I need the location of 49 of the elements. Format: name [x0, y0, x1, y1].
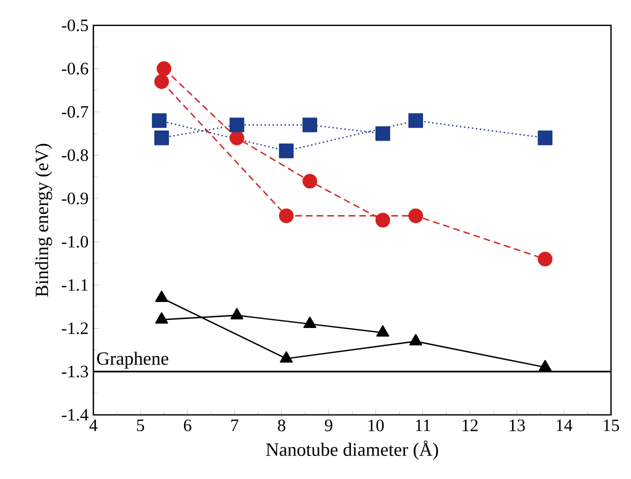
x-tick-label: 15 [604, 420, 619, 432]
point [303, 316, 316, 328]
y-tick-label: -1.1 [62, 279, 88, 291]
x-tick-label: 6 [184, 420, 192, 432]
point [230, 130, 244, 146]
point [154, 74, 169, 89]
x-tick-label: 5 [137, 420, 144, 432]
point [230, 118, 244, 132]
point [154, 130, 169, 146]
point [156, 61, 172, 76]
x-tick-label: 11 [416, 420, 430, 432]
point [375, 126, 390, 141]
x-tick-label: 10 [368, 420, 384, 432]
y-tick-label: -0.6 [62, 62, 88, 75]
x-axis-title: Nanotube diameter (Å) [266, 440, 438, 460]
y-tick-label: -0.9 [62, 192, 88, 204]
y-axis-title: Binding energy (eV) [35, 144, 52, 297]
x-tick-label: 9 [324, 420, 332, 432]
y-tick-label: -0.5 [62, 20, 88, 32]
point [375, 212, 390, 228]
x-tick-label: 14 [556, 420, 572, 432]
point [152, 113, 167, 128]
point [538, 360, 552, 372]
x-tick-label: 7 [231, 420, 238, 431]
x-tick-label: 8 [278, 420, 286, 432]
y-tick-label: -1.3 [62, 366, 88, 378]
y-tick-label: -0.7 [62, 106, 88, 118]
point [302, 118, 318, 132]
point [278, 208, 294, 224]
point [155, 312, 168, 324]
point [230, 308, 244, 320]
point [155, 290, 168, 302]
point [278, 144, 294, 158]
y-tick-label: -1.2 [62, 322, 88, 334]
point [538, 130, 552, 146]
point [302, 174, 318, 189]
point [409, 334, 422, 346]
y-tick-label: -0.8 [62, 149, 88, 162]
y-tick-label: -1.4 [62, 409, 88, 421]
y-tick-label: -1.0 [62, 236, 88, 248]
point [280, 351, 293, 363]
point [408, 113, 424, 128]
x-tick-label: 12 [462, 420, 478, 432]
point [376, 325, 390, 337]
point [538, 252, 552, 266]
ref-line-label: Graphene [97, 352, 168, 369]
x-tick-label: 4 [89, 420, 98, 432]
point [408, 208, 424, 224]
x-tick-label: 13 [510, 420, 525, 432]
